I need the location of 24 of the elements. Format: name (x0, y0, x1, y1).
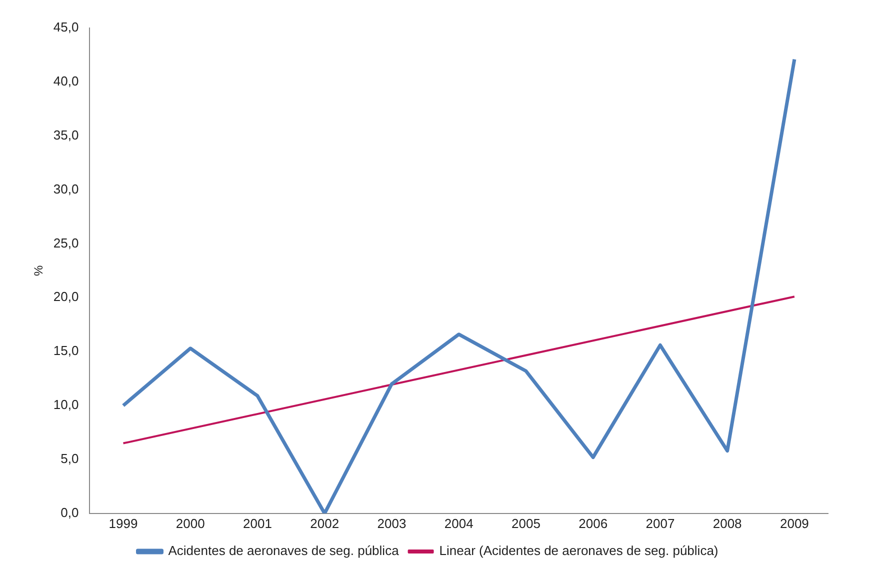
legend-label: Linear (Acidentes de aeronaves de seg. pública) (439, 543, 718, 558)
y-tick-label: 40,0 (53, 74, 79, 89)
x-tick-label: 2002 (310, 516, 340, 531)
y-tick-label: 25,0 (53, 235, 79, 250)
x-tick-label: 2007 (646, 516, 675, 531)
y-axis-title: % (32, 265, 46, 276)
x-tick-label: 2001 (243, 516, 272, 531)
x-tick-label: 2005 (512, 516, 540, 531)
legend-label: Acidentes de aeronaves de seg. pública (168, 543, 400, 558)
x-tick-label: 2000 (176, 516, 205, 531)
y-tick-label: 30,0 (53, 181, 79, 196)
x-tick-label: 2003 (377, 516, 406, 531)
x-tick-label: 2009 (780, 516, 809, 531)
y-tick-label: 35,0 (53, 127, 79, 142)
y-tick-label: 15,0 (53, 343, 79, 358)
x-tick-label: 2008 (712, 516, 742, 531)
x-tick-label: 2006 (578, 516, 608, 531)
y-tick-label: 0,0 (60, 504, 79, 520)
y-tick-label: 10,0 (53, 397, 79, 412)
x-tick-label: 2004 (444, 516, 474, 531)
y-tick-label: 45,0 (53, 20, 79, 35)
y-tick-label: 20,0 (53, 289, 79, 304)
y-tick-label: 5,0 (60, 451, 79, 466)
x-tick-label: 1999 (108, 516, 138, 531)
